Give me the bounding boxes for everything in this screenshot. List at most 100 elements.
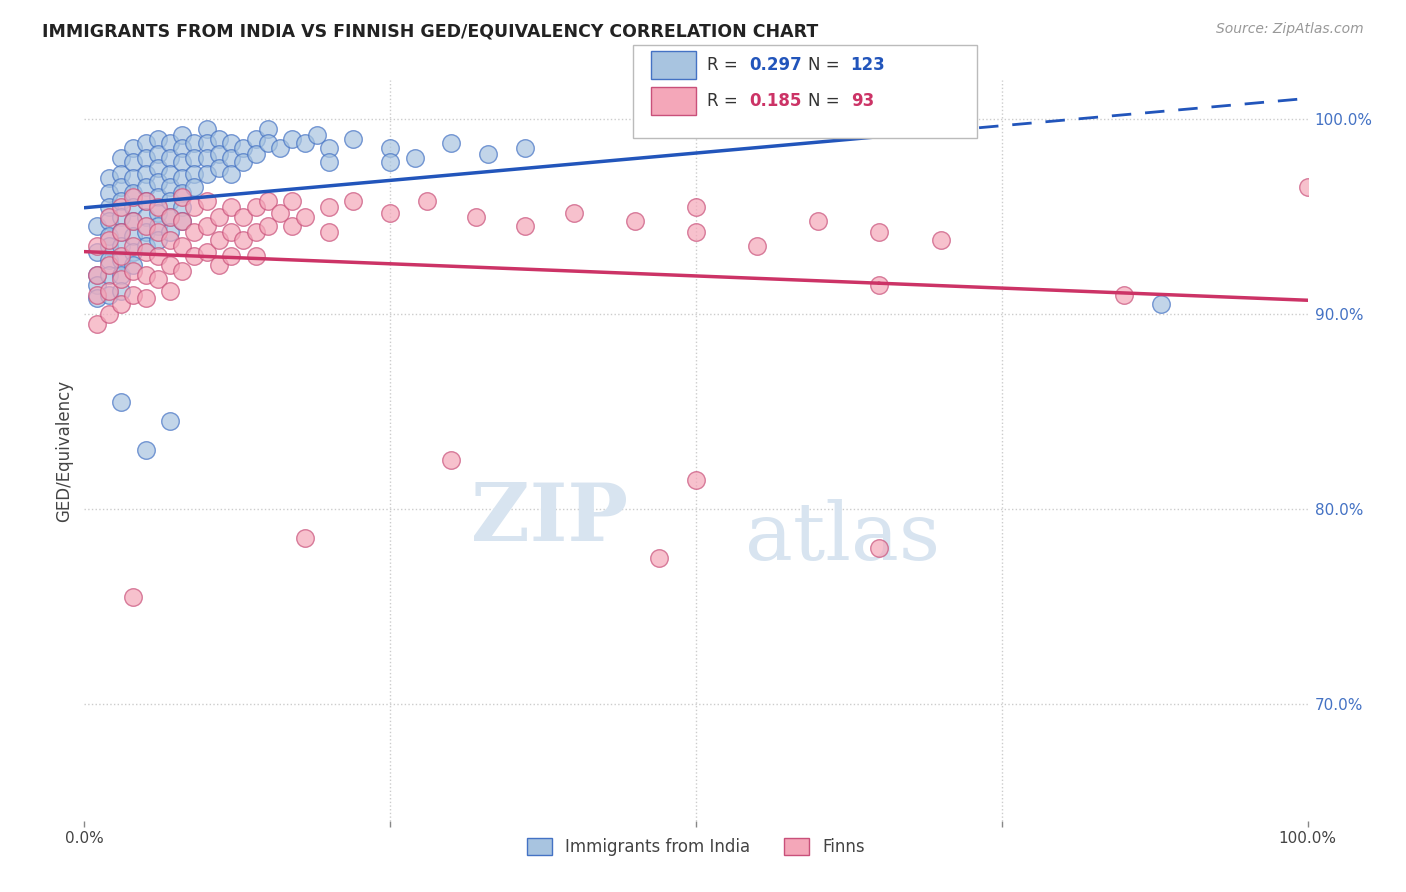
Point (342, 194, 364, 208)
Point (110, 167, 132, 181)
Point (110, 239, 132, 253)
Point (294, 210, 316, 224)
Text: IMMIGRANTS FROM INDIA VS FINNISH GED/EQUIVALENCY CORRELATION CHART: IMMIGRANTS FROM INDIA VS FINNISH GED/EQU… (42, 22, 818, 40)
Point (1114, 287, 1136, 301)
Point (195, 244, 218, 259)
Point (110, 297, 132, 311)
Point (208, 233, 231, 247)
Point (110, 284, 132, 298)
Point (219, 151, 242, 165)
Point (135, 225, 157, 239)
Point (172, 264, 194, 278)
Point (232, 141, 254, 155)
Point (318, 141, 340, 155)
Point (172, 190, 194, 204)
Point (135, 292, 157, 306)
Point (146, 249, 169, 263)
Point (404, 151, 426, 165)
Point (869, 277, 891, 292)
Point (122, 213, 145, 227)
Point (135, 239, 157, 253)
Point (122, 170, 145, 185)
Point (281, 219, 304, 234)
Point (219, 167, 242, 181)
Point (172, 141, 194, 155)
Point (183, 225, 205, 239)
Point (159, 259, 181, 273)
Text: 0.297: 0.297 (749, 56, 803, 74)
Point (146, 132, 169, 146)
Point (208, 132, 231, 146)
Point (869, 225, 891, 239)
Point (110, 200, 132, 214)
Point (159, 225, 181, 239)
Text: 93: 93 (851, 92, 875, 110)
Point (135, 244, 157, 259)
Point (172, 155, 194, 169)
Point (232, 233, 254, 247)
Point (1296, 180, 1319, 194)
Text: R =: R = (707, 92, 744, 110)
Point (685, 225, 707, 239)
Text: Source: ZipAtlas.com: Source: ZipAtlas.com (1216, 22, 1364, 37)
Point (318, 200, 340, 214)
Point (305, 128, 328, 142)
Point (97, 284, 120, 298)
Point (97, 200, 120, 214)
Point (869, 541, 891, 555)
Point (146, 147, 169, 161)
Point (219, 225, 242, 239)
Point (245, 225, 267, 239)
Point (159, 180, 181, 194)
Point (146, 225, 169, 239)
Text: N =: N = (808, 56, 845, 74)
Point (195, 194, 218, 208)
Point (513, 141, 536, 155)
Point (281, 132, 304, 146)
Point (86, 287, 108, 301)
Point (172, 213, 194, 227)
Point (122, 229, 145, 244)
Text: N =: N = (808, 92, 845, 110)
Point (86, 292, 108, 306)
Point (135, 219, 157, 234)
Point (110, 180, 132, 194)
Point (97, 213, 120, 227)
Point (122, 141, 145, 155)
Point (195, 219, 218, 234)
Point (172, 200, 194, 214)
Point (122, 186, 145, 201)
Point (146, 206, 169, 220)
Point (294, 136, 316, 150)
Point (135, 167, 157, 181)
Point (464, 210, 486, 224)
Point (135, 136, 157, 150)
Point (269, 141, 291, 155)
Point (110, 394, 132, 409)
Point (110, 225, 132, 239)
Point (380, 206, 402, 220)
Point (135, 443, 157, 458)
Point (440, 453, 463, 467)
Point (97, 252, 120, 267)
Point (146, 233, 169, 247)
Point (86, 239, 108, 253)
Point (110, 151, 132, 165)
Point (232, 155, 254, 169)
Point (685, 473, 707, 487)
Point (86, 268, 108, 282)
Point (245, 132, 267, 146)
Point (97, 239, 120, 253)
Point (562, 206, 585, 220)
Point (172, 213, 194, 227)
Point (245, 249, 267, 263)
Point (159, 194, 181, 208)
Point (97, 170, 120, 185)
Text: ZIP: ZIP (471, 480, 627, 558)
Point (477, 147, 499, 161)
Point (219, 200, 242, 214)
Point (195, 122, 218, 136)
Point (135, 194, 157, 208)
Point (183, 167, 205, 181)
Text: atlas: atlas (745, 500, 941, 577)
